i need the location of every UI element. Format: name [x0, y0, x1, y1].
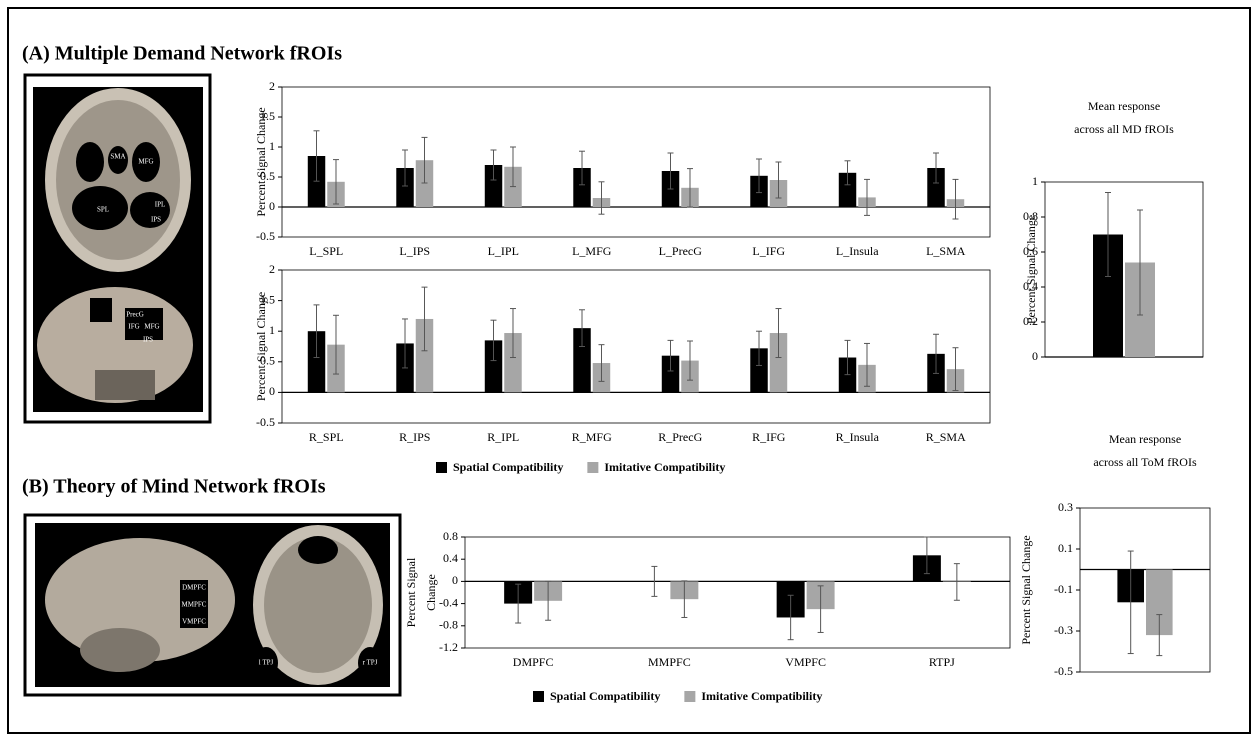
x-tick-label: VMPFC	[785, 655, 826, 669]
x-tick-label: R_MFG	[572, 430, 612, 444]
y-axis-label: Change	[424, 574, 438, 611]
y-tick-label: -1.2	[439, 640, 458, 654]
y-tick-label: -0.5	[1054, 664, 1073, 678]
image-label: VMPFC	[182, 618, 206, 626]
x-tick-label: R_SPL	[309, 430, 344, 444]
y-tick-label: 0.1	[1058, 541, 1073, 555]
image-label: IPS	[143, 336, 153, 344]
x-tick-label: L_PrecG	[659, 244, 703, 258]
image-label: PrecG	[126, 311, 144, 319]
y-axis-label: Percent Signal Change	[254, 292, 268, 401]
y-tick-label: -0.8	[439, 618, 458, 632]
y-axis-label: Percent Signal Change	[1019, 535, 1033, 644]
x-tick-label: R_SMA	[926, 430, 966, 444]
y-tick-label: -0.5	[256, 415, 275, 429]
legend-label: Spatial Compatibility	[550, 689, 660, 703]
x-tick-label: DMPFC	[513, 655, 554, 669]
y-axis-label: Percent Signal Change	[254, 107, 268, 216]
y-tick-label: -0.1	[1054, 582, 1073, 596]
figure: (A) Multiple Demand Network fROIs (B) Th…	[0, 0, 1258, 741]
image-label: IPL	[155, 201, 166, 209]
image-label: SMA	[110, 153, 125, 161]
x-tick-label: MMPFC	[648, 655, 691, 669]
x-tick-label: R_IPS	[399, 430, 430, 444]
legend-label: Imitative Compatibility	[701, 689, 822, 703]
y-tick-label: 1	[1032, 174, 1038, 188]
x-tick-label: L_Insula	[836, 244, 879, 258]
image-label: SPL	[97, 206, 109, 214]
image-label: DMPFC	[182, 584, 206, 592]
x-tick-label: L_MFG	[572, 244, 612, 258]
x-tick-label: R_IFG	[752, 430, 786, 444]
y-tick-label: 1	[269, 323, 275, 337]
y-tick-label: 1	[269, 139, 275, 153]
x-tick-label: L_IPL	[488, 244, 519, 258]
y-tick-label: 0	[269, 384, 275, 398]
legend-swatch	[533, 691, 544, 702]
image-label: MFG	[144, 323, 159, 331]
brain-image-b	[25, 515, 400, 695]
legend-label: Spatial Compatibility	[453, 460, 563, 474]
y-tick-label: 0	[1032, 349, 1038, 363]
x-tick-label: L_IPS	[399, 244, 430, 258]
legend-swatch	[436, 462, 447, 473]
chart-title: Mean response	[1088, 99, 1160, 113]
x-tick-label: R_Insula	[836, 430, 880, 444]
x-tick-label: RTPJ	[929, 655, 955, 669]
x-tick-label: R_PrecG	[658, 430, 702, 444]
x-tick-label: L_SMA	[926, 244, 966, 258]
image-label: l TPJ	[259, 659, 274, 667]
legend-swatch	[587, 462, 598, 473]
panel-title: (B) Theory of Mind Network fROIs	[22, 476, 326, 498]
chart-title: Mean response	[1109, 432, 1181, 446]
y-tick-label: 0.4	[443, 551, 458, 565]
image-label: MMPFC	[182, 601, 207, 609]
image-label: IFG	[128, 323, 139, 331]
x-tick-label: R_IPL	[487, 430, 519, 444]
y-tick-label: 2	[269, 79, 275, 93]
panel-title: (A) Multiple Demand Network fROIs	[22, 43, 342, 65]
y-tick-label: -0.3	[1054, 623, 1073, 637]
image-label: MFG	[138, 158, 153, 166]
x-tick-label: L_IFG	[752, 244, 785, 258]
chart-title: across all MD fROIs	[1074, 122, 1174, 136]
y-tick-label: 0.8	[443, 529, 458, 543]
y-tick-label: 2	[269, 262, 275, 276]
y-axis-label: Percent Signal Change	[1024, 215, 1038, 324]
y-tick-label: -0.5	[256, 229, 275, 243]
x-tick-label: L_SPL	[309, 244, 343, 258]
y-tick-label: 0	[452, 573, 458, 587]
image-label: r TPJ	[363, 659, 378, 667]
y-axis-label: Percent Signal	[404, 557, 418, 627]
chart-title: across all ToM fROIs	[1093, 455, 1197, 469]
image-label: IPS	[151, 216, 161, 224]
legend-swatch	[684, 691, 695, 702]
legend-label: Imitative Compatibility	[604, 460, 725, 474]
y-tick-label: -0.4	[439, 595, 458, 609]
brain-image-a	[25, 75, 210, 422]
y-tick-label: 0	[269, 199, 275, 213]
y-tick-label: 0.3	[1058, 500, 1073, 514]
